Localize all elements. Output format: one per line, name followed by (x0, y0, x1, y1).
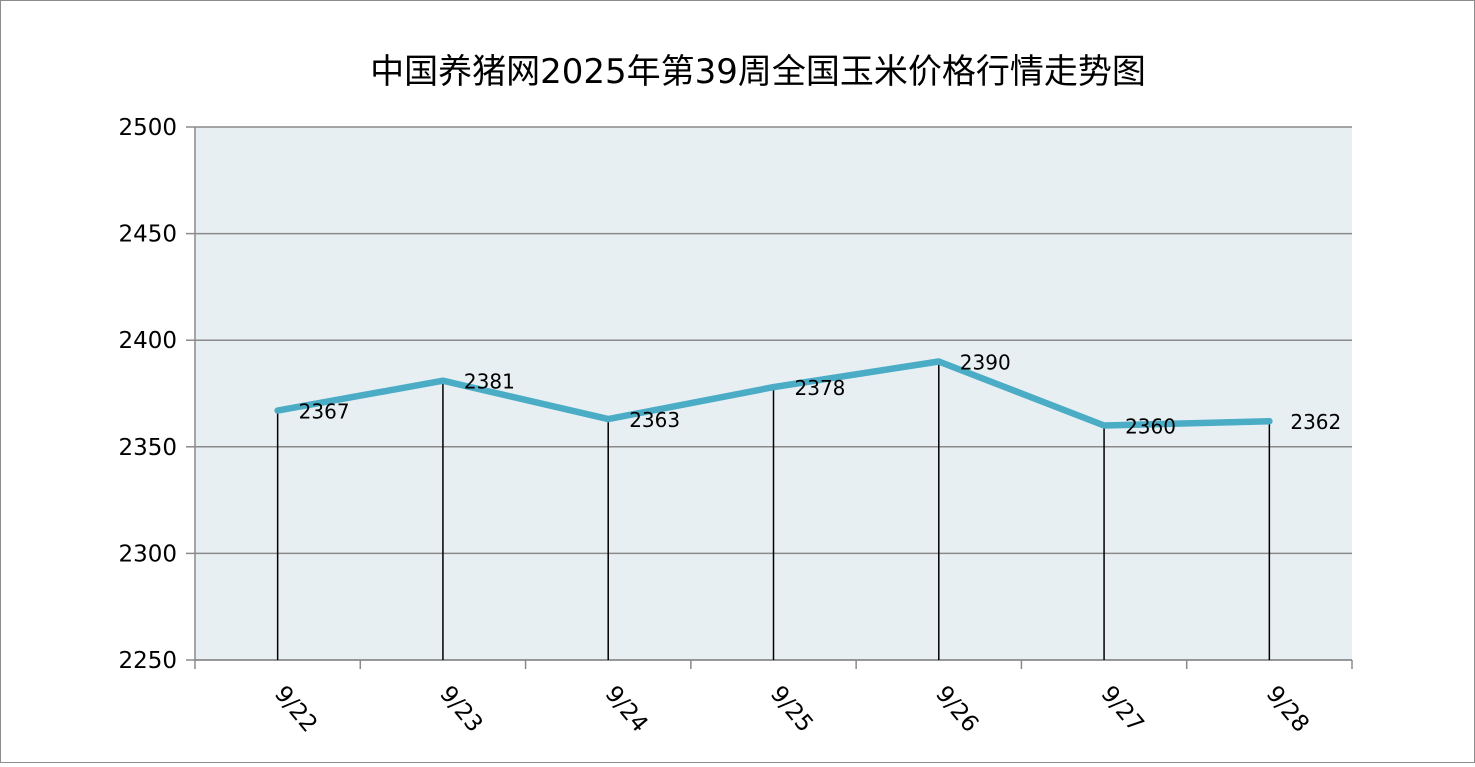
series-group (274, 358, 1273, 429)
x-tick-label: 9/24 (600, 681, 653, 737)
drop-lines (276, 361, 1271, 660)
data-label: 2381 (464, 370, 515, 394)
x-tick-label: 9/25 (765, 681, 818, 737)
y-tick-label: 2300 (118, 541, 177, 567)
y-tick-label: 2450 (118, 222, 177, 248)
data-label: 2367 (299, 400, 350, 424)
y-tick-label: 2250 (118, 648, 177, 674)
data-point (605, 416, 612, 423)
y-tick-label: 2400 (118, 328, 177, 354)
y-tick-label: 2500 (118, 115, 177, 141)
data-label: 2360 (1125, 414, 1176, 438)
data-labels: 2367 2381 2363 2378 2390 2360 2362 (299, 351, 1342, 439)
data-point (770, 384, 777, 391)
data-point (1101, 422, 1108, 429)
x-tick-label: 9/23 (434, 681, 487, 737)
data-point (439, 377, 446, 384)
x-tick-label: 9/22 (269, 681, 322, 737)
data-label: 2390 (960, 351, 1011, 375)
data-point (935, 358, 942, 365)
x-tick-label: 9/28 (1261, 681, 1314, 737)
data-point (1266, 418, 1273, 425)
data-point (274, 407, 281, 414)
data-label: 2378 (795, 376, 846, 400)
x-tick-label: 9/27 (1095, 681, 1148, 737)
x-tick-label: 9/26 (930, 681, 983, 737)
chart-title: 中国养猪网2025年第39周全国玉米价格行情走势图 (370, 52, 1146, 92)
data-label: 2363 (629, 408, 680, 432)
data-label: 2362 (1290, 410, 1341, 434)
y-tick-label: 2350 (118, 435, 177, 461)
